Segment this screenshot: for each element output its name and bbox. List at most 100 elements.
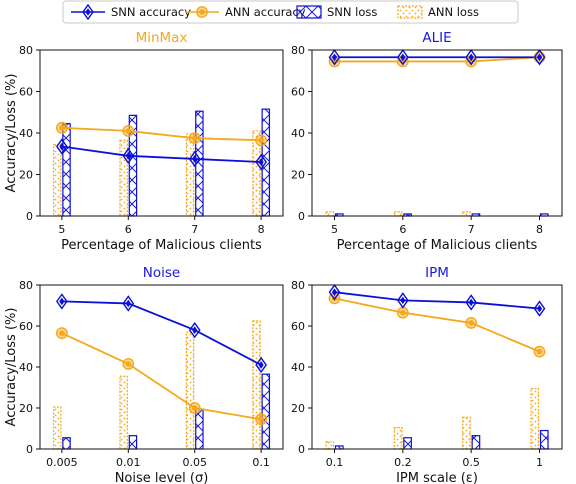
panel-title: MinMax (136, 30, 188, 46)
ann-loss-bar (185, 331, 195, 450)
panel-title: IPM (425, 265, 449, 281)
ann-accuracy-point (55, 327, 68, 340)
ann-loss-bar (462, 416, 471, 450)
ann-loss-bar (462, 211, 471, 217)
x-tick-label: 6 (399, 223, 406, 236)
snn-loss-bar (471, 435, 481, 450)
x-tick-label: 0.05 (182, 456, 207, 469)
snn-loss-bar (62, 123, 71, 217)
legend-item-ann-acc: ANN accuracy (185, 5, 306, 19)
y-axis-label: Accuracy/Loss (%) (4, 74, 19, 193)
ann-accuracy-line (334, 297, 540, 353)
x-tick-label: 8 (258, 223, 265, 236)
y-tick-label: 20 (291, 169, 305, 182)
y-tick-label: 0 (26, 443, 33, 456)
x-axis-label: Percentage of Malicious clients (61, 238, 262, 253)
legend-label: SNN accuracy (111, 5, 191, 19)
snn-accuracy-point (255, 153, 267, 171)
x-tick-label: 0.005 (46, 456, 78, 469)
snn-loss-bar (403, 437, 412, 450)
ann-loss-bar (325, 211, 335, 217)
plot-frame (39, 49, 284, 217)
snn-accuracy-point (188, 150, 201, 168)
legend-ann-accuracy-marker (196, 6, 208, 18)
legend-label: ANN loss (428, 5, 479, 19)
ann-accuracy-line (334, 56, 540, 63)
legend-ann-loss-swatch (397, 5, 423, 19)
y-tick-label: 80 (291, 279, 305, 292)
ann-loss-bar (119, 139, 128, 217)
snn-accuracy-line (61, 300, 262, 366)
x-axis-label: Noise level (σ) (115, 471, 209, 484)
panel-title: Noise (143, 265, 180, 281)
ann-loss-bar (393, 426, 403, 450)
snn-accuracy-line (61, 145, 262, 163)
y-tick-label: 80 (19, 279, 33, 292)
ann-loss-bar (393, 211, 403, 217)
snn-accuracy-point (255, 356, 267, 374)
panels: MinMax 0 20 40 60 80 5 6 7 8 Percentage of Malicio… (4, 30, 563, 484)
snn-accuracy-point (533, 49, 546, 66)
panel-minmax: MinMax 0 20 40 60 80 5 6 7 8 Percentage of Malicio… (4, 30, 284, 253)
x-tick-label: 0.1 (326, 456, 344, 469)
y-axis-label: Accuracy/Loss (%) (4, 308, 19, 427)
x-tick-label: 0.1 (252, 456, 270, 469)
ann-accuracy-point (396, 306, 409, 319)
y-tick-label: 0 (298, 443, 305, 456)
ann-loss-bar (530, 387, 540, 450)
ann-accuracy-point (255, 413, 268, 426)
snn-loss-bar (128, 435, 138, 450)
snn-accuracy-point (56, 138, 68, 155)
ann-loss-bar (252, 320, 261, 450)
snn-accuracy-point (465, 294, 478, 311)
ann-loss-bar (185, 133, 195, 217)
y-tick-label: 20 (19, 402, 33, 415)
ann-accuracy-point (465, 317, 478, 329)
plot-frame (39, 284, 284, 450)
y-tick-label: 60 (19, 320, 33, 333)
snn-accuracy-point (122, 295, 135, 312)
legend: SNN accuracy ANN accuracy SNN loss ANN loss (62, 0, 519, 24)
panel-alie: ALIE 0 20 40 60 80 5 6 7 8 Percentage of Malicious… (291, 30, 563, 253)
x-tick-label: 0.01 (116, 456, 141, 469)
ann-accuracy-line (61, 332, 262, 421)
legend-item-ann-loss: ANN loss (397, 5, 479, 19)
snn-accuracy-point (533, 300, 546, 317)
legend-item-snn-acc: SNN accuracy (71, 3, 191, 21)
snn-accuracy-point (328, 49, 341, 66)
ann-loss-bar (52, 406, 62, 450)
x-tick-label: 5 (58, 223, 65, 236)
snn-accuracy-point (122, 147, 135, 165)
snn-loss-bar (261, 373, 271, 450)
legend-label: SNN loss (327, 5, 377, 19)
snn-loss-bar (62, 437, 71, 450)
ann-accuracy-point (533, 345, 546, 358)
ann-accuracy-point (55, 121, 68, 134)
plot-frame (311, 284, 563, 450)
ann-accuracy-line (61, 126, 262, 142)
x-tick-label: 7 (468, 223, 475, 236)
ann-loss-bar (52, 143, 62, 217)
panel-noise: Noise 0 20 40 60 80 0.005 0.01 0.05 0.1 Noise leve… (4, 265, 284, 484)
y-tick-label: 40 (291, 127, 305, 140)
loss-bars (325, 211, 549, 217)
ann-accuracy-point (122, 125, 135, 137)
x-axis-label: IPM scale (ε) (396, 471, 478, 484)
x-tick-label: 7 (191, 223, 198, 236)
snn-loss-bar (539, 429, 549, 450)
y-tick-label: 20 (291, 402, 305, 415)
snn-accuracy-line (334, 291, 540, 310)
ann-accuracy-point (255, 134, 268, 147)
panel-ipm: IPM 0 20 40 60 80 0.1 0.2 0.5 1 IPM scale (ε) (291, 265, 563, 484)
ann-accuracy-point (188, 402, 201, 414)
ann-loss-bar (119, 375, 128, 450)
ann-loss-bar (325, 441, 335, 450)
loss-bars (52, 108, 271, 217)
snn-loss-bar (195, 408, 204, 450)
snn-accuracy-point (465, 49, 478, 66)
legend-snn-accuracy-marker (82, 3, 94, 21)
legend-item-snn-loss: SNN loss (296, 5, 377, 19)
x-tick-label: 0.2 (394, 456, 412, 469)
y-tick-label: 40 (19, 361, 33, 374)
